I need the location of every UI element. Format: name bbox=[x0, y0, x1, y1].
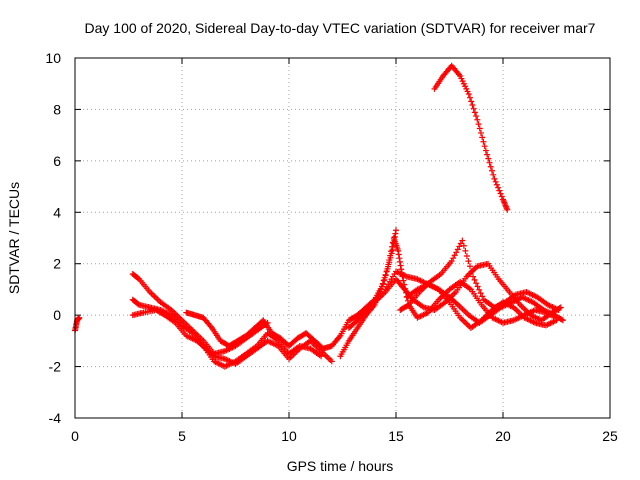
data-point-fill bbox=[388, 248, 395, 255]
data-point-fill bbox=[479, 293, 486, 300]
data-point-fill bbox=[396, 255, 403, 262]
data-point-fill bbox=[476, 286, 483, 293]
data-point-fill bbox=[480, 138, 487, 145]
data-point-fill bbox=[469, 102, 476, 109]
data-point-fill bbox=[471, 109, 478, 116]
data-point bbox=[553, 317, 560, 324]
data-point-fill bbox=[387, 252, 394, 259]
data-point-fill bbox=[474, 283, 481, 290]
data-point-fill bbox=[479, 134, 486, 141]
data-point-fill bbox=[462, 247, 469, 254]
data-point bbox=[328, 358, 335, 365]
data-point bbox=[482, 147, 489, 154]
data-point-fill bbox=[497, 190, 504, 197]
data-point-fill bbox=[381, 274, 388, 281]
data-point-fill bbox=[386, 257, 393, 264]
data-point-fill bbox=[468, 98, 475, 105]
data-point-fill bbox=[383, 268, 390, 275]
y-tick-label: 0 bbox=[53, 307, 61, 323]
data-point-fill bbox=[558, 316, 565, 323]
y-tick-label: -4 bbox=[49, 410, 62, 426]
data-point-fill bbox=[495, 184, 502, 191]
y-tick-label: 6 bbox=[53, 153, 61, 169]
data-point-fill bbox=[477, 290, 484, 297]
data-point bbox=[395, 247, 402, 254]
x-tick-label: 0 bbox=[71, 428, 79, 444]
y-tick-label: 4 bbox=[53, 204, 61, 220]
data-point-fill bbox=[475, 121, 482, 128]
data-point bbox=[470, 273, 477, 280]
data-point bbox=[474, 116, 481, 123]
data-point-fill bbox=[496, 187, 503, 194]
y-tick-label: 2 bbox=[53, 256, 61, 272]
data-point-fill bbox=[473, 113, 480, 120]
data-point bbox=[491, 175, 498, 182]
x-tick-label: 25 bbox=[602, 428, 618, 444]
data-point bbox=[559, 317, 566, 324]
data-point-fill bbox=[490, 171, 497, 178]
data-point-fill bbox=[484, 151, 491, 158]
data-points bbox=[72, 62, 566, 370]
data-point-fill bbox=[463, 253, 470, 259]
tick-labels: 0 5 10 15 20 25 -4 -2 0 2 4 6 8 10 bbox=[45, 50, 618, 444]
x-tick-label: 15 bbox=[388, 428, 404, 444]
data-point-fill bbox=[488, 167, 495, 174]
data-point-fill bbox=[471, 276, 478, 283]
data-point-fill bbox=[397, 262, 404, 269]
data-point-fill bbox=[466, 263, 473, 270]
data-point-fill bbox=[492, 178, 499, 185]
data-point bbox=[393, 227, 399, 234]
data-point-fill bbox=[398, 266, 405, 273]
x-tick-label: 20 bbox=[495, 428, 511, 444]
data-point-fill bbox=[473, 280, 480, 287]
data-point-fill bbox=[460, 242, 467, 249]
data-point bbox=[318, 353, 325, 360]
data-point-fill bbox=[385, 261, 392, 268]
data-point-fill bbox=[466, 94, 473, 101]
data-point-fill bbox=[477, 129, 484, 136]
data-point bbox=[504, 206, 511, 213]
data-point-fill bbox=[379, 280, 386, 287]
data-point-fill bbox=[380, 277, 387, 284]
x-tick-label: 5 bbox=[178, 428, 186, 444]
data-point-fill bbox=[465, 258, 472, 265]
data-point-fill bbox=[493, 181, 500, 188]
data-point-fill bbox=[485, 155, 492, 162]
data-point-fill bbox=[395, 251, 402, 258]
series-track-d bbox=[129, 307, 335, 367]
series-track-a bbox=[72, 314, 83, 334]
data-point-fill bbox=[396, 258, 403, 265]
data-point-fill bbox=[468, 268, 475, 275]
y-tick-label: -2 bbox=[49, 359, 62, 375]
y-axis-label: SDTVAR / TECUs bbox=[6, 182, 22, 294]
data-point bbox=[555, 307, 562, 313]
data-point-fill bbox=[476, 125, 483, 132]
data-point-fill bbox=[487, 163, 494, 170]
data-point bbox=[465, 91, 472, 97]
data-point bbox=[384, 265, 391, 272]
data-point-fill bbox=[382, 271, 389, 278]
series-track-j bbox=[403, 281, 560, 331]
x-tick-label: 10 bbox=[281, 428, 297, 444]
data-point-fill bbox=[400, 277, 407, 284]
data-point-fill bbox=[486, 159, 493, 166]
data-point-fill bbox=[470, 105, 477, 112]
data-point-fill bbox=[498, 193, 505, 200]
plot-frame bbox=[74, 57, 611, 419]
series-track-k bbox=[431, 62, 511, 213]
y-tick-label: 8 bbox=[53, 101, 61, 117]
y-tick-label: 10 bbox=[45, 50, 61, 66]
data-point-fill bbox=[481, 143, 488, 150]
data-point-fill bbox=[392, 230, 399, 237]
data-point bbox=[459, 237, 466, 244]
x-axis-label: GPS time / hours bbox=[287, 458, 394, 474]
chart-title: Day 100 of 2020, Sidereal Day-to-day VTE… bbox=[85, 20, 596, 36]
data-point bbox=[76, 314, 83, 321]
